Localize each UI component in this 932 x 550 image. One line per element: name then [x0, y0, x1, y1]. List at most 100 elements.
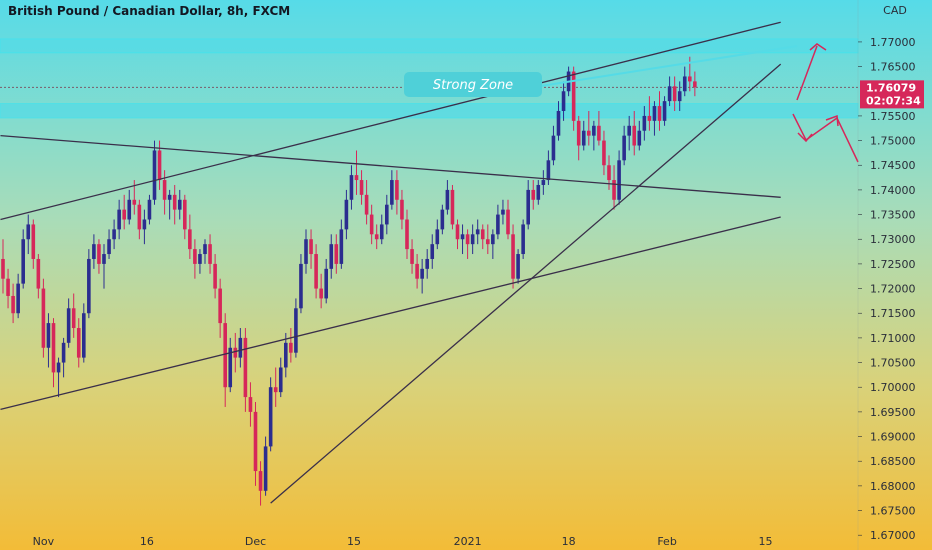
candle: [188, 214, 192, 259]
time-tick-label: Feb: [657, 535, 676, 548]
candle: [71, 293, 76, 338]
candle: [501, 199, 505, 225]
time-tick-label: 2021: [454, 535, 482, 548]
candle: [46, 313, 51, 368]
price-tick-label: 1.73000: [870, 233, 916, 246]
candle: [31, 219, 36, 269]
candle-body: [445, 189, 450, 210]
candle: [299, 254, 303, 314]
candle: [395, 170, 399, 215]
candle-body: [662, 101, 667, 121]
candle: [693, 71, 697, 97]
candle-body: [223, 323, 227, 388]
candle-body: [76, 328, 81, 358]
price-tick-label: 1.68000: [870, 480, 916, 493]
candle: [6, 268, 10, 309]
candle-body: [314, 254, 318, 289]
trendline-upper-channel: [0, 21, 781, 221]
candle-body: [551, 135, 556, 161]
candle: [314, 244, 318, 299]
price-tick-label: 1.75500: [870, 110, 916, 123]
candle-body: [475, 229, 480, 235]
time-tick-label: 15: [347, 535, 361, 548]
candle: [82, 303, 86, 363]
candle-body: [258, 471, 263, 491]
candle-body: [324, 268, 328, 299]
candle: [198, 249, 202, 274]
candle-body: [607, 165, 611, 181]
candle: [682, 66, 687, 97]
candle-body: [41, 288, 46, 348]
candle-body: [334, 244, 339, 264]
candle-body: [172, 194, 177, 210]
time-tick-label: Dec: [245, 535, 266, 548]
candle: [238, 328, 243, 368]
candle: [480, 224, 485, 250]
candle: [319, 273, 323, 309]
candle-body: [268, 387, 273, 447]
candle: [112, 219, 116, 250]
candle: [445, 180, 450, 215]
price-axis[interactable]: 1.77000 1.76500 1.75500 1.75000 1.74500 1.740…: [858, 36, 916, 542]
time-axis[interactable]: Nov 16 Dec 15 2021 18 Feb 15: [33, 535, 773, 548]
candle-body: [672, 86, 677, 102]
time-tick-label: 15: [759, 535, 773, 548]
candle: [1, 239, 5, 294]
candle: [597, 110, 601, 146]
candle-body: [425, 258, 429, 269]
candle-body: [46, 323, 51, 348]
candle: [521, 219, 525, 259]
candle-body: [359, 180, 364, 195]
candle-body: [21, 239, 25, 284]
candle: [172, 184, 177, 225]
candle-body: [440, 209, 445, 230]
candle: [617, 150, 621, 205]
candles-layer: [1, 56, 697, 506]
candle-body: [592, 125, 596, 136]
candle: [56, 357, 61, 398]
trendlines-layer: [0, 21, 782, 504]
candle: [51, 318, 56, 388]
candle-body: [642, 115, 647, 131]
candle: [647, 96, 652, 131]
candle-body: [132, 199, 137, 205]
candle-body: [546, 160, 551, 181]
price-tick-label: 1.74000: [870, 184, 916, 197]
candle-body: [137, 204, 142, 230]
strong-zone-label: Strong Zone: [433, 78, 513, 93]
candle-body: [253, 411, 258, 472]
candle: [465, 229, 470, 259]
candle: [289, 328, 293, 363]
candle-body: [228, 347, 233, 388]
candle: [273, 367, 278, 407]
candle: [602, 130, 606, 176]
candle: [253, 402, 258, 486]
candle: [284, 332, 288, 378]
candle-body: [294, 308, 298, 353]
candle: [36, 254, 41, 299]
candle: [11, 283, 15, 324]
candle-body: [102, 254, 106, 264]
candle-body: [122, 209, 126, 220]
candle: [657, 91, 662, 131]
candle: [233, 332, 238, 373]
candle: [667, 76, 672, 107]
candle-body: [576, 120, 581, 146]
candle-body: [208, 244, 212, 264]
candle-body: [92, 244, 96, 259]
candle: [652, 101, 657, 136]
candle-body: [435, 229, 440, 245]
candle-body: [506, 209, 510, 235]
candle-body: [491, 234, 495, 245]
candle-body: [652, 106, 657, 121]
candle-body: [36, 258, 41, 289]
price-tick-label: 1.67500: [870, 505, 916, 518]
candle: [324, 258, 328, 304]
candle: [430, 234, 435, 269]
candle-body: [390, 180, 394, 205]
price-tick-label: 1.73500: [870, 209, 916, 222]
candle: [516, 249, 520, 284]
trendline-resistance-flat: [0, 135, 781, 198]
